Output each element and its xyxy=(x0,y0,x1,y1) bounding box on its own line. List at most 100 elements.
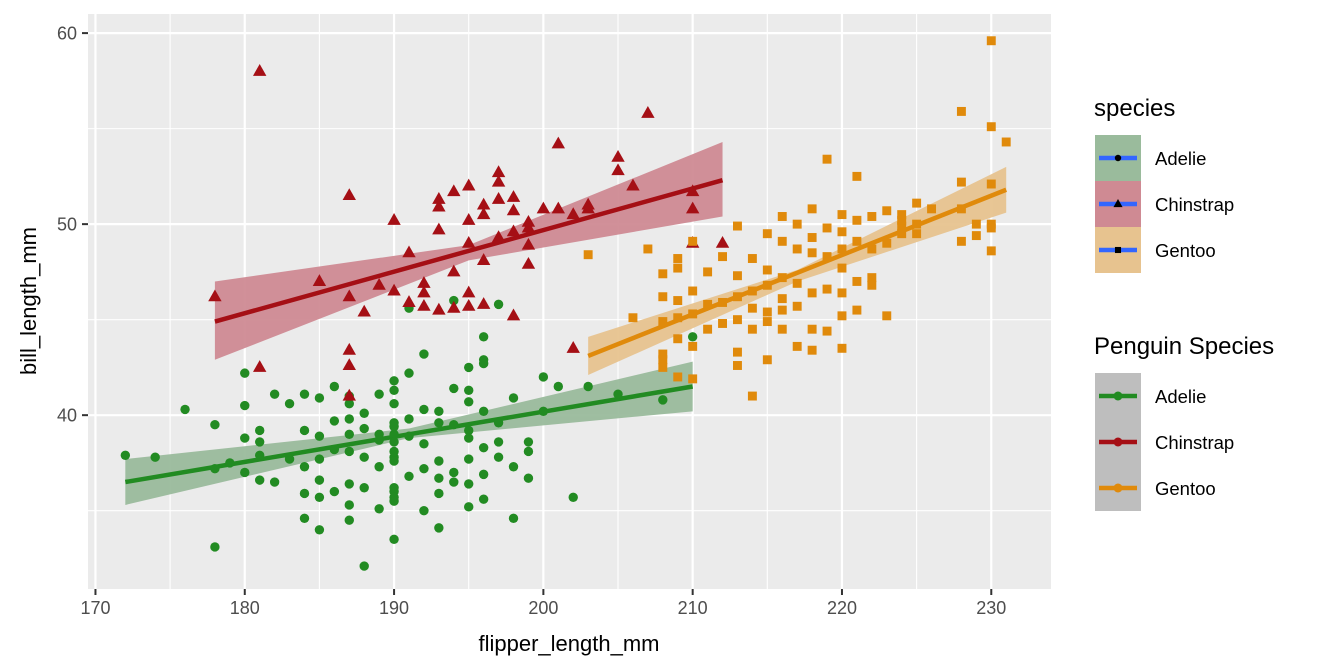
gentoo-point xyxy=(747,303,757,313)
adelie-point xyxy=(389,429,399,439)
adelie-point xyxy=(329,444,340,455)
chinstrap-point xyxy=(252,360,267,372)
adelie-point xyxy=(389,483,399,493)
gentoo-point xyxy=(807,324,817,334)
gentoo-point xyxy=(867,273,877,283)
chinstrap-fit-line xyxy=(214,178,724,324)
adelie-point xyxy=(449,383,459,394)
legend-species: species Adelie Chinstrap Gentoo xyxy=(1094,95,1234,273)
gentoo-point xyxy=(777,305,787,315)
chinstrap-point xyxy=(387,283,401,296)
chinstrap-point xyxy=(476,207,491,220)
gentoo-point xyxy=(628,313,638,323)
legend-penguin-label: Adelie xyxy=(1155,386,1206,407)
adelie-point xyxy=(299,513,310,524)
gentoo-point xyxy=(673,372,683,382)
gentoo-point xyxy=(986,223,996,233)
gentoo-point xyxy=(658,317,668,327)
chinstrap-point xyxy=(417,285,431,298)
adelie-point xyxy=(314,475,325,485)
chinstrap-point xyxy=(536,201,551,214)
adelie-point xyxy=(389,376,399,386)
adelie-point xyxy=(464,362,474,373)
adelie-point xyxy=(449,420,459,430)
adelie-point xyxy=(269,477,280,487)
gentoo-point xyxy=(837,263,847,273)
adelie-point xyxy=(449,295,459,306)
chinstrap-point xyxy=(462,213,476,225)
adelie-point xyxy=(613,389,623,399)
chinstrap-point xyxy=(462,178,476,191)
gentoo-point xyxy=(747,391,757,401)
adelie-point xyxy=(434,523,444,533)
chinstrap-point xyxy=(626,178,640,191)
adelie-point xyxy=(269,389,280,399)
gentoo-point xyxy=(673,254,683,263)
legend-penguin-label: Chinstrap xyxy=(1155,432,1234,453)
chinstrap-point xyxy=(312,274,327,286)
adelie-point xyxy=(299,389,310,399)
gentoo-point xyxy=(777,273,787,283)
gentoo-point xyxy=(1001,137,1011,147)
gentoo-point xyxy=(703,299,713,309)
adelie-point xyxy=(284,399,295,409)
gentoo-point xyxy=(733,221,742,231)
gentoo-point xyxy=(688,309,698,319)
adelie-point xyxy=(299,488,310,499)
adelie-point xyxy=(419,404,429,415)
adelie-point xyxy=(359,561,369,571)
gentoo-point xyxy=(762,280,772,290)
adelie-point xyxy=(329,381,340,392)
adelie-point xyxy=(344,399,354,409)
legend-species-label: Chinstrap xyxy=(1155,194,1234,215)
gentoo-point xyxy=(777,212,787,221)
gentoo-point xyxy=(956,236,966,246)
gentoo-point xyxy=(807,345,817,355)
legend-species-title: species xyxy=(1094,95,1175,122)
chinstrap-point xyxy=(521,256,536,269)
legend-key-marker xyxy=(1114,246,1122,254)
chinstrap-point xyxy=(432,302,446,315)
y-axis-ticks: 40 50 60 xyxy=(57,24,88,426)
chinstrap-point xyxy=(506,203,521,216)
gentoo-point xyxy=(688,341,698,351)
adelie-point xyxy=(419,439,429,449)
adelie-point xyxy=(478,494,489,504)
adelie-point xyxy=(374,429,384,439)
gentoo-point xyxy=(837,210,847,220)
chinstrap-point xyxy=(611,149,625,162)
chinstrap-point xyxy=(476,253,491,265)
gentoo-point xyxy=(777,236,787,246)
adelie-point xyxy=(583,381,593,392)
adelie-point xyxy=(120,450,131,460)
chinstrap-point xyxy=(417,298,431,311)
adelie-point xyxy=(687,332,698,342)
adelie-point xyxy=(210,542,220,552)
adelie-point xyxy=(389,456,399,466)
gentoo-point xyxy=(777,324,787,334)
chinstrap-point xyxy=(342,388,356,401)
gentoo-point xyxy=(882,206,892,216)
adelie-point xyxy=(493,299,504,310)
adelie-point xyxy=(344,414,354,424)
gentoo-point xyxy=(867,212,877,221)
gentoo-point xyxy=(658,355,668,365)
adelie-point xyxy=(359,408,369,418)
chinstrap-point xyxy=(402,245,416,258)
adelie-point xyxy=(538,406,549,417)
adelie-point xyxy=(478,406,489,417)
data-points xyxy=(120,36,1011,571)
gentoo-point xyxy=(747,254,757,263)
gentoo-point xyxy=(807,233,817,242)
gentoo-point xyxy=(822,284,832,294)
gentoo-point xyxy=(747,324,757,334)
x-tick-label: 220 xyxy=(827,598,857,618)
chinstrap-point xyxy=(566,207,580,220)
gentoo-point xyxy=(762,355,772,365)
gentoo-point xyxy=(912,198,922,208)
gentoo-point xyxy=(867,244,877,254)
y-axis-title: bill_length_mm xyxy=(16,227,41,375)
gentoo-point xyxy=(986,179,996,189)
adelie-point xyxy=(464,425,474,436)
